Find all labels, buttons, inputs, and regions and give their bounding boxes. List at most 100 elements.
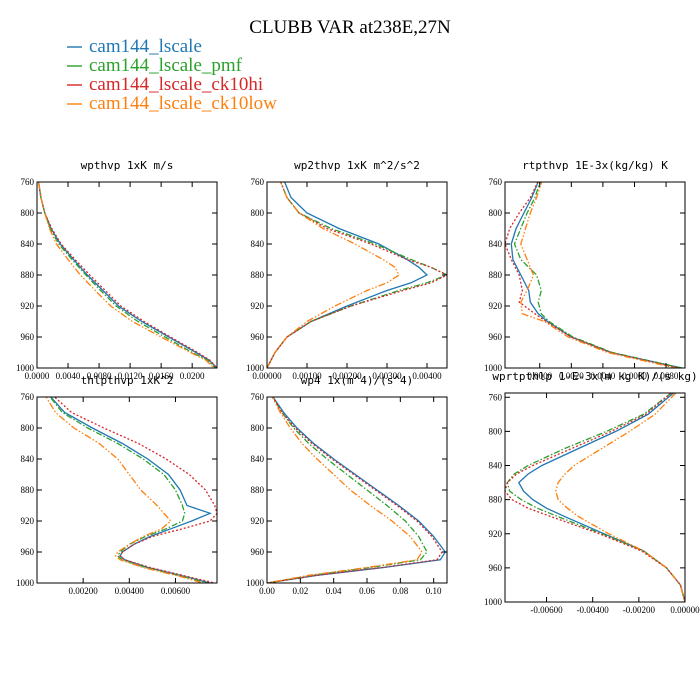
figure-title: CLUBB VAR at238E,27N	[249, 17, 451, 38]
y-tick-label-0-2: 840	[21, 239, 35, 249]
y-tick-label-2-6: 1000	[484, 363, 503, 373]
x-tick-label-4-2: 0.04	[326, 586, 342, 596]
y-tick-label-3-4: 920	[21, 516, 35, 526]
panel-title-2: rtpthvp 1E-3x(kg/kg) K	[522, 159, 668, 172]
x-tick-label-2-2: 0.0040	[591, 371, 616, 381]
legend-label-3: cam144_lscale_ck10low	[89, 93, 277, 114]
series-line-5-3	[555, 393, 685, 602]
panel-frame-0	[36, 181, 218, 369]
y-tick-label-3-1: 800	[21, 423, 35, 433]
x-tick-label-5-3: 0.00000	[670, 605, 700, 615]
x-tick-label-1-4: 0.00400	[412, 371, 442, 381]
y-tick-label-0-0: 760	[21, 177, 35, 187]
series-line-3-0	[49, 397, 212, 583]
y-tick-label-2-0: 760	[489, 177, 503, 187]
legend-label-0: cam144_lscale	[89, 36, 202, 57]
series-line-0-2	[37, 182, 217, 368]
series-line-2-2	[505, 182, 679, 368]
series-line-5-0	[517, 393, 685, 602]
panel-frame-1	[266, 181, 448, 369]
panel-2: rtpthvp 1E-3x(kg/kg) K 760 800 840 880 920 960…	[484, 159, 686, 381]
panel-1: wp2thvp 1xK m^2/s^2 760 800 840 880 920 960 100…	[246, 159, 448, 381]
y-tick-label-3-5: 960	[21, 547, 35, 557]
series-line-4-0	[267, 397, 447, 583]
x-tick-label-1-1: 0.00100	[292, 371, 322, 381]
series-line-1-0	[267, 182, 429, 368]
series-line-1-3	[267, 182, 400, 368]
y-tick-label-5-5: 960	[489, 563, 503, 573]
series-line-0-3	[37, 182, 215, 368]
x-tick-label-4-1: 0.02	[292, 586, 308, 596]
y-tick-label-4-5: 960	[251, 547, 265, 557]
series-line-3-3	[45, 397, 204, 583]
panel-grid: wpthvp 1xK m/s76080084088092096010000.00…	[16, 159, 700, 615]
y-tick-label-5-6: 1000	[484, 597, 503, 607]
series-line-1-2	[267, 182, 447, 368]
series-line-2-0	[510, 182, 682, 368]
y-tick-label-3-2: 840	[21, 454, 35, 464]
x-tick-label-1-0: 0.00000	[252, 371, 282, 381]
y-tick-label-3-6: 1000	[16, 578, 35, 588]
panel-4: wp4 1x(m^4)/(s^4)76080084088092096010000…	[246, 374, 448, 596]
x-tick-label-0-5: 0.0200	[180, 371, 205, 381]
y-tick-label-5-2: 840	[489, 461, 503, 471]
y-tick-label-3-3: 880	[21, 485, 35, 495]
y-tick-label-0-4: 920	[21, 301, 35, 311]
y-tick-label-1-6: 1000	[246, 363, 265, 373]
x-tick-label-4-0: 0.00	[259, 586, 275, 596]
x-tick-label-4-5: 0.10	[426, 586, 442, 596]
series-line-0-0	[37, 182, 217, 368]
y-tick-label-1-3: 880	[251, 270, 265, 280]
y-tick-label-4-3: 880	[251, 485, 265, 495]
legend-label-2: cam144_lscale_ck10hi	[89, 74, 263, 95]
series-line-2-3	[520, 182, 676, 368]
y-tick-label-2-5: 960	[489, 332, 503, 342]
x-tick-label-0-1: 0.0040	[56, 371, 81, 381]
panel-title-5: wprtpthlp 1-E-3x(m kg K)/(s kg)	[492, 370, 697, 383]
series-line-4-2	[267, 397, 443, 583]
y-tick-label-3-0: 760	[21, 392, 35, 402]
y-tick-label-0-3: 880	[21, 270, 35, 280]
panel-3: thlpthvp 1xK^2 760 800 840 880 920 960 1000 0.00…	[16, 374, 218, 596]
x-tick-label-5-1: -0.00400	[577, 605, 610, 615]
panel-title-4: wp4 1x(m^4)/(s^4)	[301, 374, 414, 387]
y-tick-label-1-4: 920	[251, 301, 265, 311]
y-tick-label-0-6: 1000	[16, 363, 35, 373]
y-tick-label-2-2: 840	[489, 239, 503, 249]
panel-title-3: thlpthvp 1xK^2	[81, 374, 174, 387]
series-line-5-2	[505, 393, 685, 602]
x-tick-label-2-3: 0.0060	[622, 371, 647, 381]
series-line-2-1	[513, 182, 682, 368]
y-tick-label-4-4: 920	[251, 516, 265, 526]
x-tick-label-4-3: 0.06	[359, 586, 375, 596]
y-tick-label-2-4: 920	[489, 301, 503, 311]
series-line-3-1	[49, 397, 208, 583]
y-tick-label-2-1: 800	[489, 208, 503, 218]
x-tick-label-5-2: -0.00200	[623, 605, 656, 615]
y-tick-label-1-0: 760	[251, 177, 265, 187]
x-tick-label-0-4: 0.0160	[149, 371, 174, 381]
legend: cam144_lscalecam144_lscale_pmfcam144_lsc…	[67, 36, 277, 114]
y-tick-label-4-0: 760	[251, 392, 265, 402]
x-tick-label-0-0: 0.0000	[25, 371, 50, 381]
legend-label-1: cam144_lscale_pmf	[89, 55, 243, 76]
x-tick-label-0-2: 0.0080	[87, 371, 112, 381]
y-tick-label-5-4: 920	[489, 529, 503, 539]
series-line-3-2	[53, 397, 217, 583]
x-tick-label-1-2: 0.00200	[332, 371, 362, 381]
y-tick-label-0-1: 800	[21, 208, 35, 218]
panel-title-0: wpthvp 1xK m/s	[81, 159, 174, 172]
y-tick-label-2-3: 880	[489, 270, 503, 280]
panel-frame-3	[36, 396, 218, 584]
y-tick-label-4-2: 840	[251, 454, 265, 464]
x-tick-label-1-3: 0.00300	[372, 371, 402, 381]
x-tick-label-0-3: 0.0120	[118, 371, 143, 381]
panel-frame-5	[504, 392, 686, 603]
y-tick-label-1-2: 840	[251, 239, 265, 249]
y-tick-label-5-1: 800	[489, 426, 503, 436]
x-tick-label-2-1: 0.0020	[559, 371, 584, 381]
x-tick-label-2-0: 0.0000	[527, 371, 552, 381]
y-tick-label-5-3: 880	[489, 495, 503, 505]
y-tick-label-5-0: 760	[489, 392, 503, 402]
